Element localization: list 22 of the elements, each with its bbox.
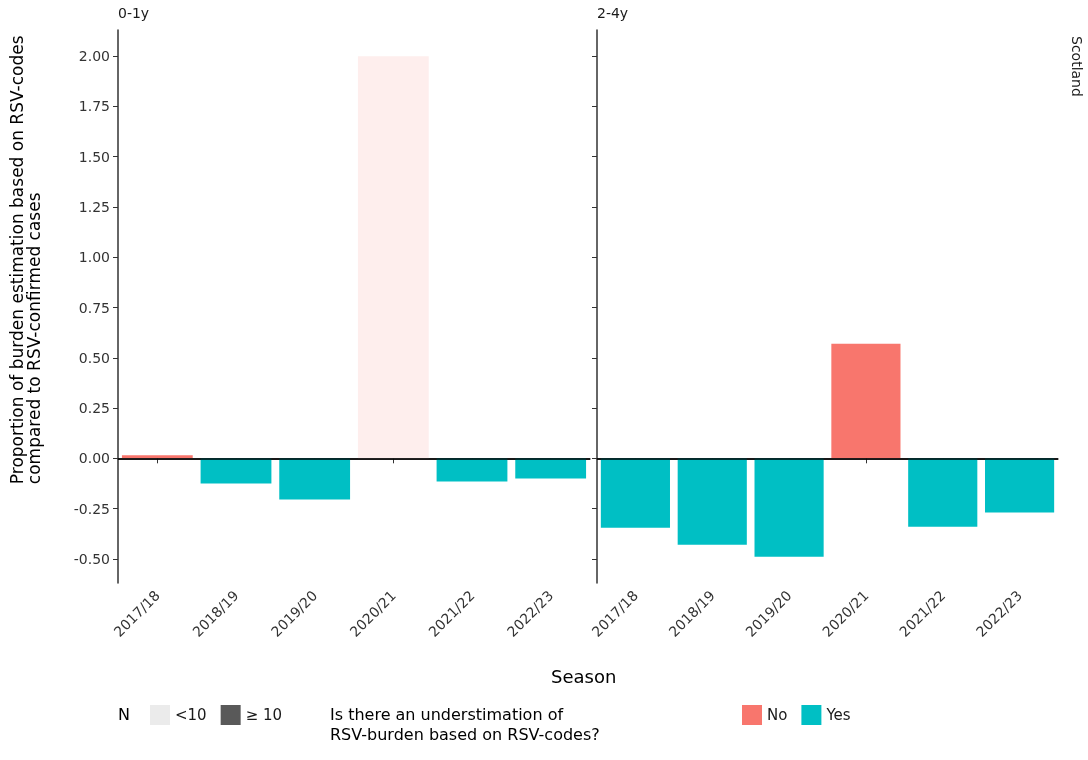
- y-tick-label: 1.50: [78, 148, 110, 165]
- y-axis-title: Proportion of burden estimation based on RSV-codes compared to RSV-confirmed cases: [6, 30, 44, 485]
- y-tick-label: 1.25: [78, 198, 110, 215]
- chart-title: 2-4y: [597, 5, 629, 21]
- chart-title: 0-1y: [118, 5, 150, 21]
- y-tick-label: 0.00: [78, 450, 110, 467]
- x-axis-title: Season: [551, 665, 617, 687]
- legend-label: ≥ 10: [245, 706, 283, 724]
- y-tick-label: -0.25: [73, 500, 110, 517]
- legend-label: <10: [175, 706, 207, 724]
- legend-label: No: [767, 706, 788, 724]
- y-tick-label: 2.00: [78, 48, 110, 65]
- y-tick-label: -0.50: [73, 550, 110, 567]
- legend-title: Is there an understimation of RSV-burden based on RSV-codes?: [330, 704, 600, 744]
- y-tick-label: 1.00: [78, 249, 110, 266]
- y-tick-label: 0.50: [78, 349, 110, 366]
- y-tick-label: 1.75: [78, 98, 110, 115]
- text: Scotland: [1069, 36, 1085, 97]
- legend-title: N: [118, 704, 130, 724]
- y-tick-label: 0.75: [78, 299, 110, 316]
- y-tick-label: 0.25: [78, 400, 110, 417]
- legend-label: Yes: [825, 706, 851, 724]
